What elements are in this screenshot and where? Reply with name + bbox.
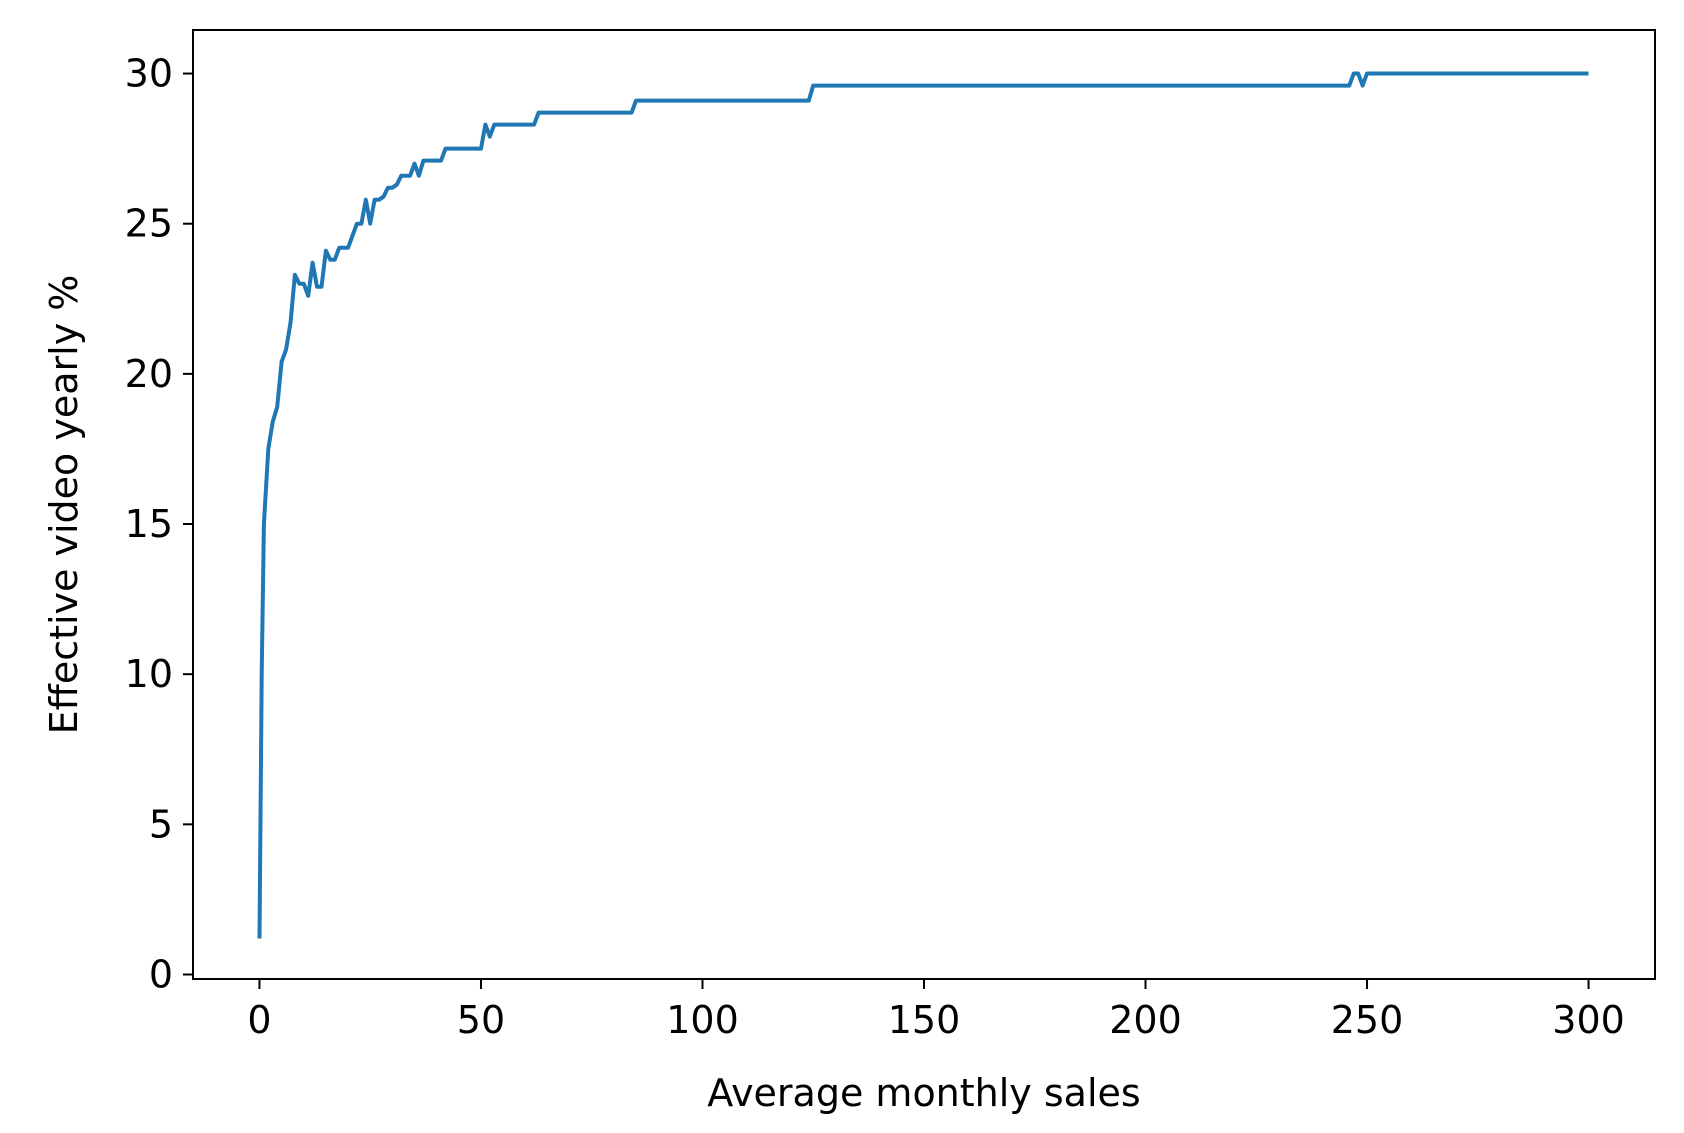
x-tick-label: 0 [247,998,271,1042]
series-line [257,71,1589,939]
y-axis-label: Effective video yearly % [42,275,86,735]
y-tick-label: 5 [149,802,173,846]
series-layer [257,71,1589,939]
x-axis-ticks: 0 50 100 150 200 250 300 [247,979,1625,1042]
x-tick-label: 250 [1331,998,1404,1042]
y-tick-label: 20 [125,352,173,396]
x-tick-label: 200 [1109,998,1182,1042]
y-tick-label: 30 [125,52,173,96]
x-tick-label: 300 [1552,998,1625,1042]
x-tick-label: 100 [666,998,739,1042]
y-tick-label: 25 [125,202,173,246]
y-tick-label: 15 [125,502,173,546]
y-tick-label: 0 [149,952,173,996]
x-tick-label: 150 [888,998,961,1042]
x-axis-label: Average monthly sales [707,1071,1140,1115]
y-tick-label: 10 [125,652,173,696]
plot-frame [192,29,1656,980]
y-axis-ticks: 0 5 10 15 20 25 30 [125,52,193,996]
x-tick-label: 50 [457,998,505,1042]
